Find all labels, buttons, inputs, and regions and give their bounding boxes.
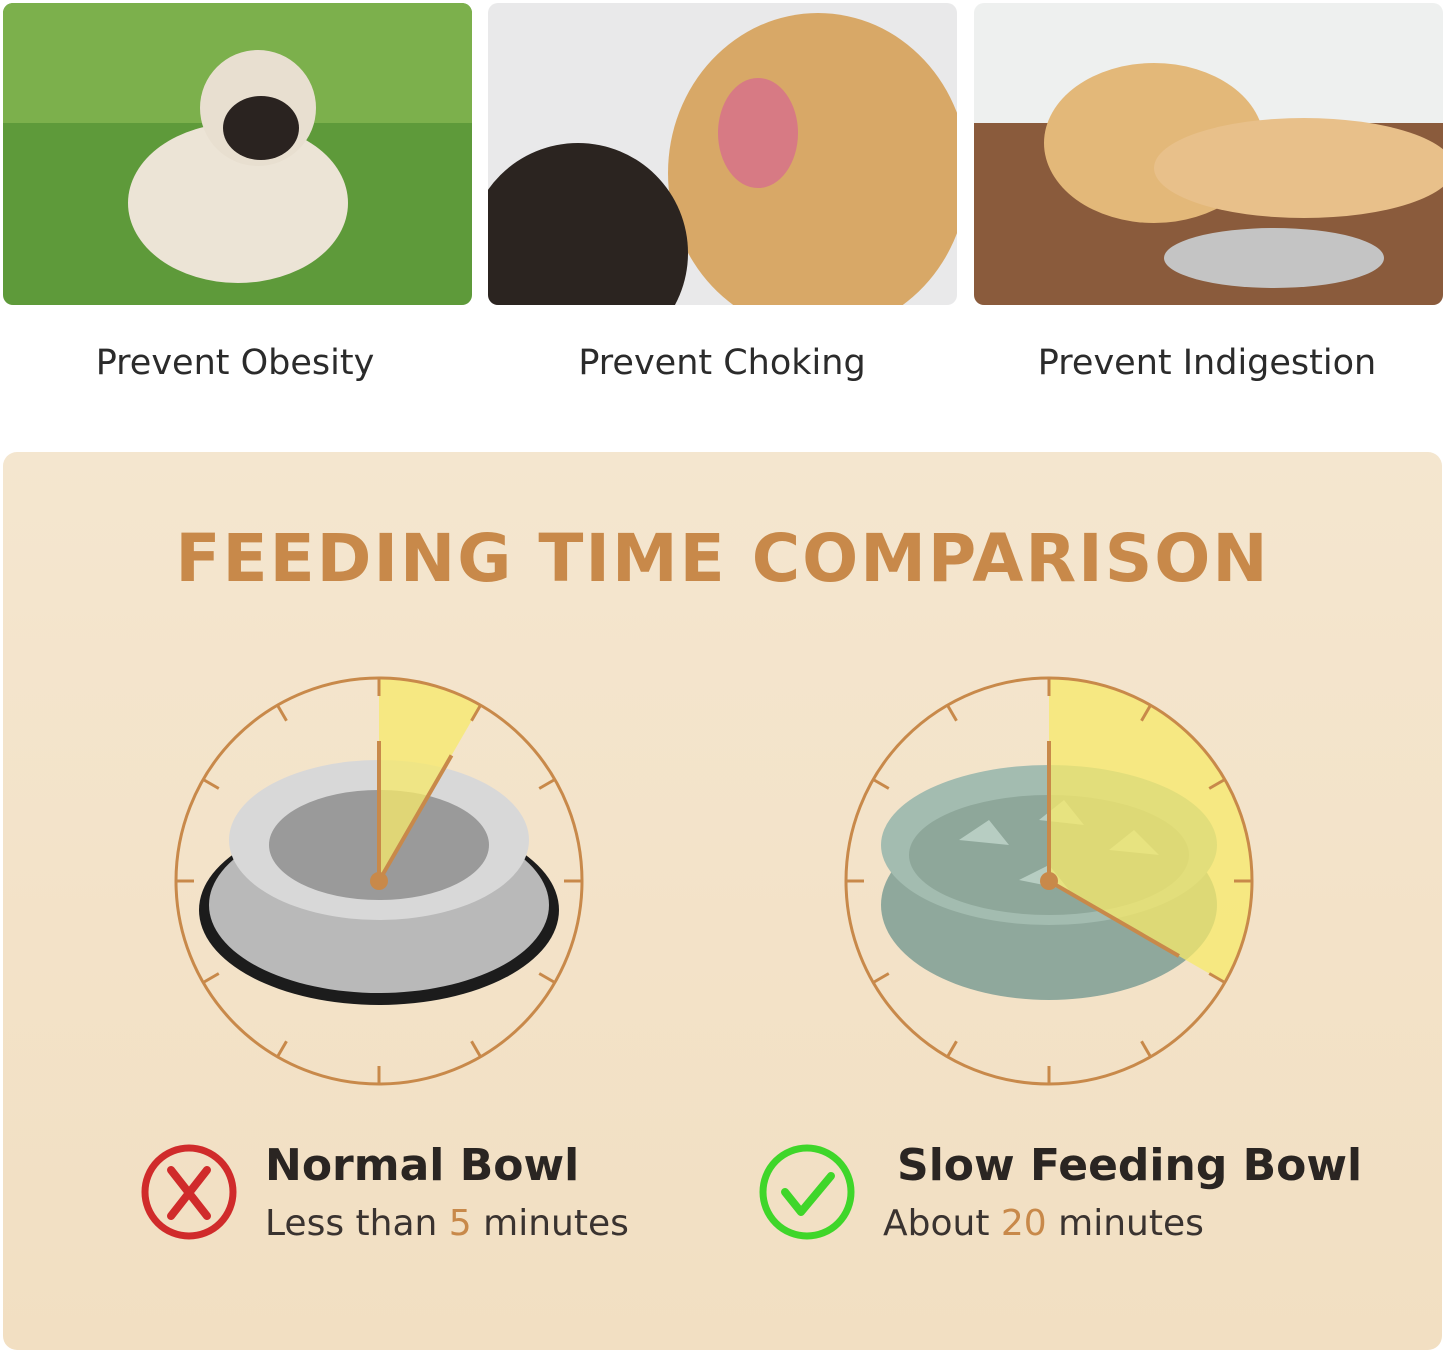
x-mark-icon	[141, 1144, 237, 1240]
clock-center	[1040, 872, 1058, 890]
time-prefix: About	[883, 1203, 1001, 1244]
clock-hand-end	[377, 754, 454, 882]
clock-tick	[872, 778, 890, 790]
caption-prevent-choking: Prevent Choking	[578, 343, 866, 383]
clock-tick	[470, 1040, 482, 1058]
normal-bowl-dial	[174, 676, 584, 1086]
clock-tick	[946, 704, 958, 722]
time-suffix: minutes	[1046, 1203, 1204, 1244]
photo-golden-retriever	[488, 3, 957, 305]
clock-tick	[470, 704, 482, 722]
clock-tick	[1140, 704, 1152, 722]
stainless-bowl	[199, 760, 559, 1005]
clock-tick	[946, 1040, 958, 1058]
clock-tick	[538, 972, 556, 984]
comparison-title: FEEDING TIME COMPARISON	[175, 520, 1270, 597]
check-mark-icon	[759, 1144, 855, 1240]
time-sector	[379, 678, 481, 881]
normal-bowl-label: Normal Bowl	[265, 1140, 580, 1191]
normal-bowl-time: Less than 5 minutes	[265, 1203, 629, 1244]
photo-pug	[3, 3, 472, 305]
clock-tick	[1140, 1040, 1152, 1058]
clock-tick	[1208, 778, 1226, 790]
time-number: 20	[1000, 1203, 1047, 1244]
caption-prevent-indigestion: Prevent Indigestion	[1037, 343, 1377, 383]
clock-tick	[276, 704, 288, 722]
slow-feeding-bowl-time: About 20 minutes	[883, 1203, 1204, 1244]
clock-center	[370, 872, 388, 890]
clock-hand-end	[1047, 879, 1180, 958]
clock-tick	[202, 972, 220, 984]
clock-tick	[1208, 972, 1226, 984]
slow-feeder-dial	[844, 676, 1254, 1086]
time-suffix: minutes	[471, 1203, 629, 1244]
clock-tick	[538, 778, 556, 790]
clock-tick	[202, 778, 220, 790]
time-number: 5	[448, 1203, 472, 1244]
clock-tick	[872, 972, 890, 984]
caption-prevent-obesity: Prevent Obesity	[95, 343, 375, 383]
time-prefix: Less than	[265, 1203, 449, 1244]
photo-labrador	[974, 3, 1443, 305]
slow-feeding-bowl-label: Slow Feeding Bowl	[897, 1140, 1363, 1191]
time-sector	[1049, 678, 1252, 983]
clock-tick	[276, 1040, 288, 1058]
